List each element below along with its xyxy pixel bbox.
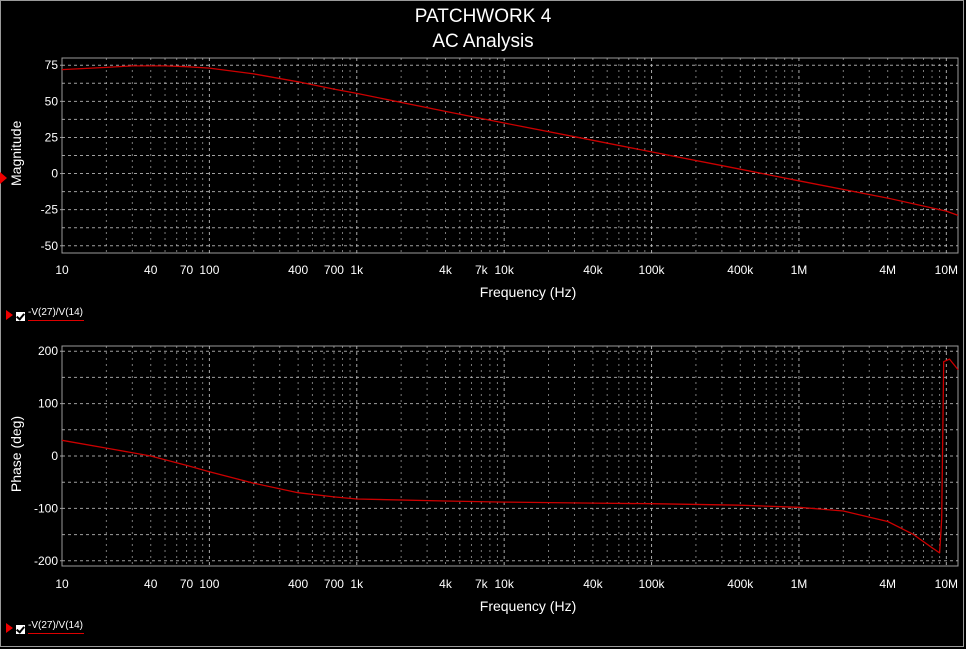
y-tick-label: -25 — [41, 203, 59, 217]
chart-title: PATCHWORK 4 — [414, 6, 552, 27]
legend-marker-icon — [6, 623, 13, 633]
y-tick-label: 75 — [45, 58, 59, 72]
x-tick-label: 4M — [879, 263, 896, 277]
legend-line-swatch — [28, 633, 84, 634]
legend-label: -V(27)/V(14) — [28, 307, 84, 318]
series-line[interactable] — [61, 65, 959, 217]
x-tick-label: 10 — [55, 263, 69, 277]
x-tick-label: 70 — [180, 263, 194, 277]
legend-checkbox[interactable] — [16, 624, 25, 634]
x-tick-label: 1k — [350, 263, 364, 277]
y-tick-label: 50 — [45, 94, 59, 108]
x-tick-label: 100k — [639, 263, 666, 277]
x-tick-label: 40 — [144, 263, 158, 277]
x-tick-label: 400 — [288, 263, 308, 277]
cursor-marker-icon[interactable] — [0, 172, 7, 184]
magnitude-legend-entry[interactable]: -V(27)/V(14) — [6, 307, 84, 322]
phase-legend-entry[interactable]: -V(27)/V(14) — [6, 620, 84, 635]
x-tick-label: 400k — [727, 263, 754, 277]
legend-line-swatch — [28, 320, 84, 321]
x-tick-label: 7k — [475, 263, 489, 277]
x-tick-label: 100 — [199, 263, 219, 277]
y-tick-label: -50 — [41, 239, 59, 253]
chart-subtitle: AC Analysis — [432, 31, 534, 52]
y-tick-label: 0 — [51, 167, 58, 181]
x-tick-label: 1M — [791, 263, 808, 277]
y-tick-label: 25 — [45, 130, 59, 144]
x-tick-label: 4k — [439, 263, 453, 277]
grid-lines — [62, 58, 958, 253]
x-tick-label: 10k — [494, 263, 514, 277]
legend-label: -V(27)/V(14) — [28, 620, 84, 631]
x-axis-label: Frequency (Hz) — [480, 284, 576, 300]
x-tick-label: 40k — [583, 263, 603, 277]
legend-checkbox[interactable] — [16, 311, 25, 321]
x-tick-label: 10M — [935, 263, 958, 277]
x-tick-label: 700 — [324, 263, 344, 277]
legend-marker-icon — [6, 310, 13, 320]
